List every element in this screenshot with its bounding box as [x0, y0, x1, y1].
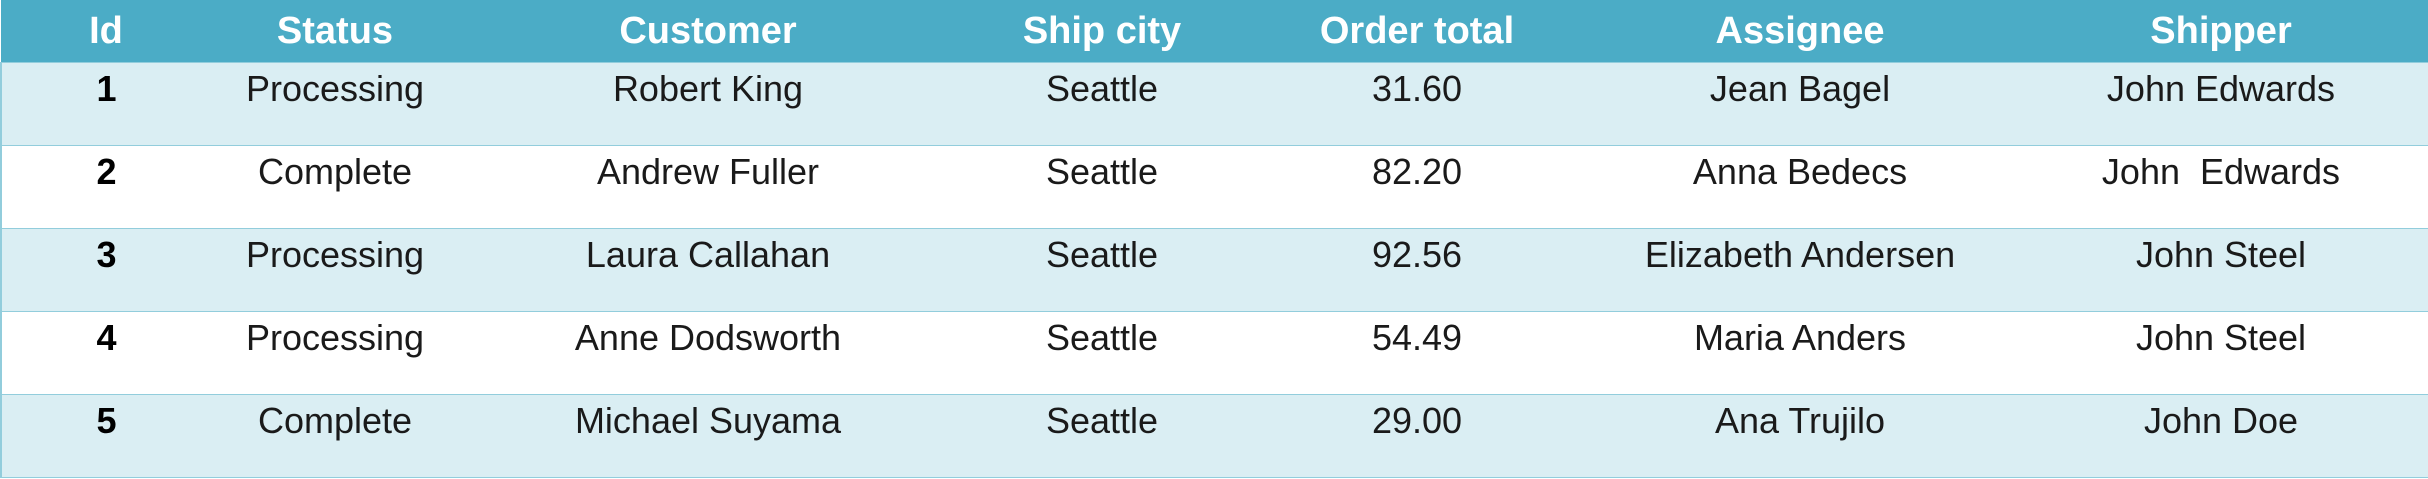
table-cell: 54.49 [1247, 311, 1587, 395]
column-header: Shipper [2013, 0, 2428, 63]
table-cell: Seattle [957, 394, 1247, 478]
id-cell: 1 [0, 62, 211, 146]
table-cell: 29.00 [1247, 394, 1587, 478]
table-cell: Anne Dodsworth [459, 311, 957, 395]
table-cell: John Doe [2013, 394, 2428, 478]
column-header: Order total [1247, 0, 1587, 63]
table-cell: Processing [211, 311, 459, 395]
table-row: 5 Complete Michael Suyama Seattle 29.00 Ana T… [0, 394, 2428, 478]
table-cell: Seattle [957, 228, 1247, 312]
table-cell: Seattle [957, 311, 1247, 395]
table-cell: Ana Trujilo [1587, 394, 2013, 478]
column-header: Ship city [957, 0, 1247, 63]
id-cell: 3 [0, 228, 211, 312]
table-cell: Elizabeth Andersen [1587, 228, 2013, 312]
table-row: 2 Complete Andrew Fuller Seattle 82.20 Anna B… [0, 145, 2428, 229]
id-cell: 4 [0, 311, 211, 395]
table-row: 4 Processing Anne Dodsworth Seattle 54.49 Mar… [0, 311, 2428, 395]
table-cell: Andrew Fuller [459, 145, 957, 229]
table-cell: Complete [211, 394, 459, 478]
table-cell: Maria Anders [1587, 311, 2013, 395]
id-cell: 5 [0, 394, 211, 478]
table-cell: Seattle [957, 62, 1247, 146]
table-header: Id Status Customer Ship city Order total Assi… [1, 0, 2428, 63]
column-header: Assignee [1587, 0, 2013, 63]
table-cell: 82.20 [1247, 145, 1587, 229]
table-cell: Robert King [459, 62, 957, 146]
table-cell: 92.56 [1247, 228, 1587, 312]
header-row: Id Status Customer Ship city Order total Assi… [1, 0, 2428, 63]
table-cell: John Steel [2013, 228, 2428, 312]
table-cell: John Edwards [2013, 145, 2428, 229]
table-row: 3 Processing Laura Callahan Seattle 92.56 Eli… [0, 228, 2428, 312]
table-cell: Laura Callahan [459, 228, 957, 312]
table-cell: Jean Bagel [1587, 62, 2013, 146]
column-header: Status [211, 0, 459, 63]
id-cell: 2 [0, 145, 211, 229]
table-cell: 31.60 [1247, 62, 1587, 146]
table-cell: Seattle [957, 145, 1247, 229]
column-header: Id [1, 0, 211, 63]
table-cell: John Edwards [2013, 62, 2428, 146]
table-cell: John Steel [2013, 311, 2428, 395]
table-cell: Complete [211, 145, 459, 229]
table-cell: Processing [211, 62, 459, 146]
column-header: Customer [459, 0, 957, 63]
table-row: 1 Processing Robert King Seattle 31.60 Jean B… [0, 62, 2428, 146]
table-cell: Michael Suyama [459, 394, 957, 478]
table-body: 1 Processing Robert King Seattle 31.60 Jean B… [0, 62, 2428, 478]
table-cell: Anna Bedecs [1587, 145, 2013, 229]
table-cell: Processing [211, 228, 459, 312]
